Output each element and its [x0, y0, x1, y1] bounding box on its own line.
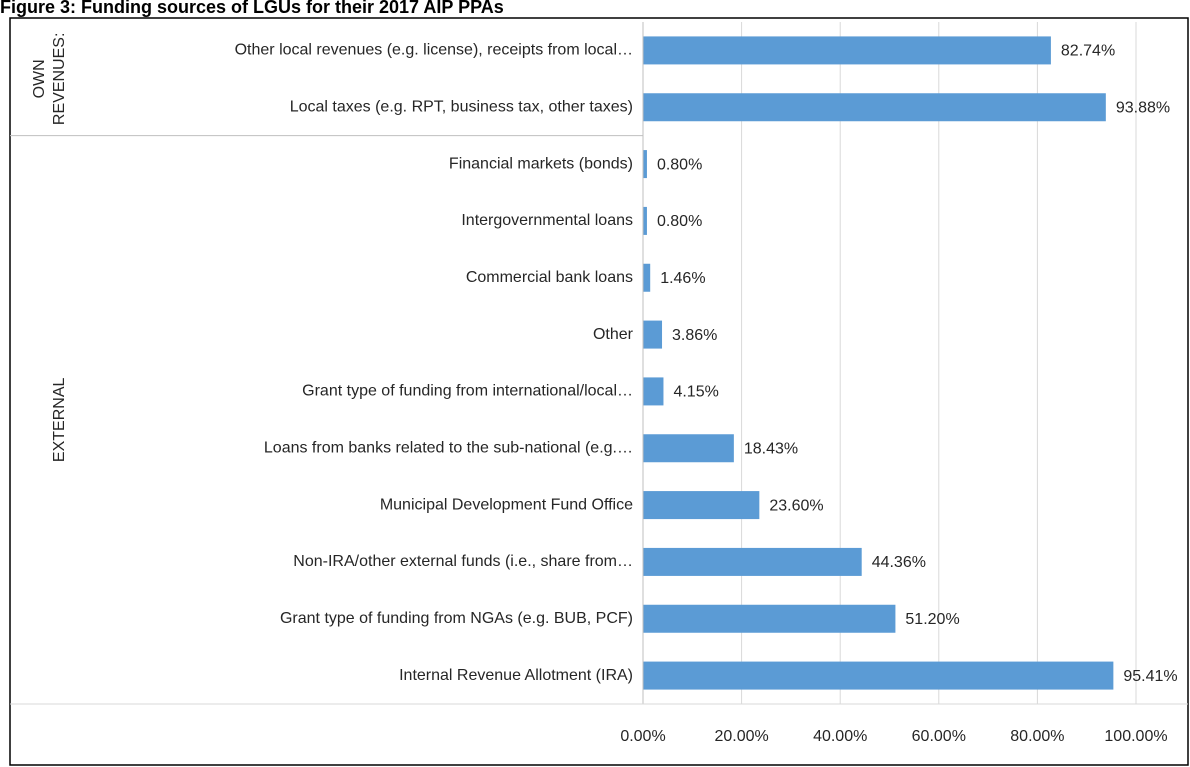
y-tick-label: Local taxes (e.g. RPT, business tax, oth…	[290, 98, 633, 115]
y-tick-label: Commercial bank loans	[466, 269, 633, 286]
chart-border	[9, 17, 1189, 766]
y-tick-label: Grant type of funding from NGAs (e.g. BU…	[280, 610, 633, 627]
x-tick-label: 20.00%	[714, 728, 768, 745]
group-label: OWN	[31, 59, 48, 98]
bar	[643, 263, 651, 292]
x-tick-label: 80.00%	[1010, 728, 1064, 745]
bar	[643, 604, 896, 633]
data-label: 1.46%	[660, 270, 705, 287]
group-label: EXTERNAL	[51, 377, 68, 462]
bar	[643, 150, 647, 179]
bar	[643, 547, 862, 576]
y-tick-label: Municipal Development Fund Office	[380, 496, 633, 513]
x-tick-label: 100.00%	[1104, 728, 1167, 745]
bar	[643, 93, 1106, 122]
chart-title: Figure 3: Funding sources of LGUs for th…	[0, 0, 504, 17]
y-tick-label: Intergovernmental loans	[461, 212, 633, 229]
bar	[643, 434, 734, 463]
data-label: 95.41%	[1123, 668, 1177, 685]
y-tick-label: Internal Revenue Allotment (IRA)	[399, 667, 633, 684]
data-label: 44.36%	[872, 554, 926, 571]
data-label: 82.74%	[1061, 43, 1115, 60]
bar	[643, 491, 760, 520]
y-tick-label: Financial markets (bonds)	[449, 155, 633, 172]
data-label: 3.86%	[672, 327, 717, 344]
y-tick-label: Other	[593, 326, 634, 343]
data-label: 51.20%	[905, 611, 959, 628]
bar	[643, 36, 1051, 65]
data-label: 18.43%	[744, 440, 798, 457]
y-tick-label: Non-IRA/other external funds (i.e., shar…	[293, 553, 633, 570]
bar	[643, 377, 664, 406]
x-tick-label: 60.00%	[912, 728, 966, 745]
bar	[643, 206, 647, 235]
x-tick-label: 0.00%	[620, 728, 665, 745]
bar	[643, 661, 1114, 690]
data-label: 0.80%	[657, 156, 702, 173]
y-tick-label: Loans from banks related to the sub-nati…	[264, 439, 633, 456]
data-label: 0.80%	[657, 213, 702, 230]
data-label: 23.60%	[769, 497, 823, 514]
x-tick-label: 40.00%	[813, 728, 867, 745]
y-tick-label: Grant type of funding from international…	[302, 383, 633, 400]
bar	[643, 320, 663, 349]
data-label: 93.88%	[1116, 99, 1170, 116]
y-tick-label: Other local revenues (e.g. license), rec…	[235, 42, 633, 59]
group-label: REVENUES:	[51, 33, 68, 125]
data-label: 4.15%	[673, 384, 718, 401]
